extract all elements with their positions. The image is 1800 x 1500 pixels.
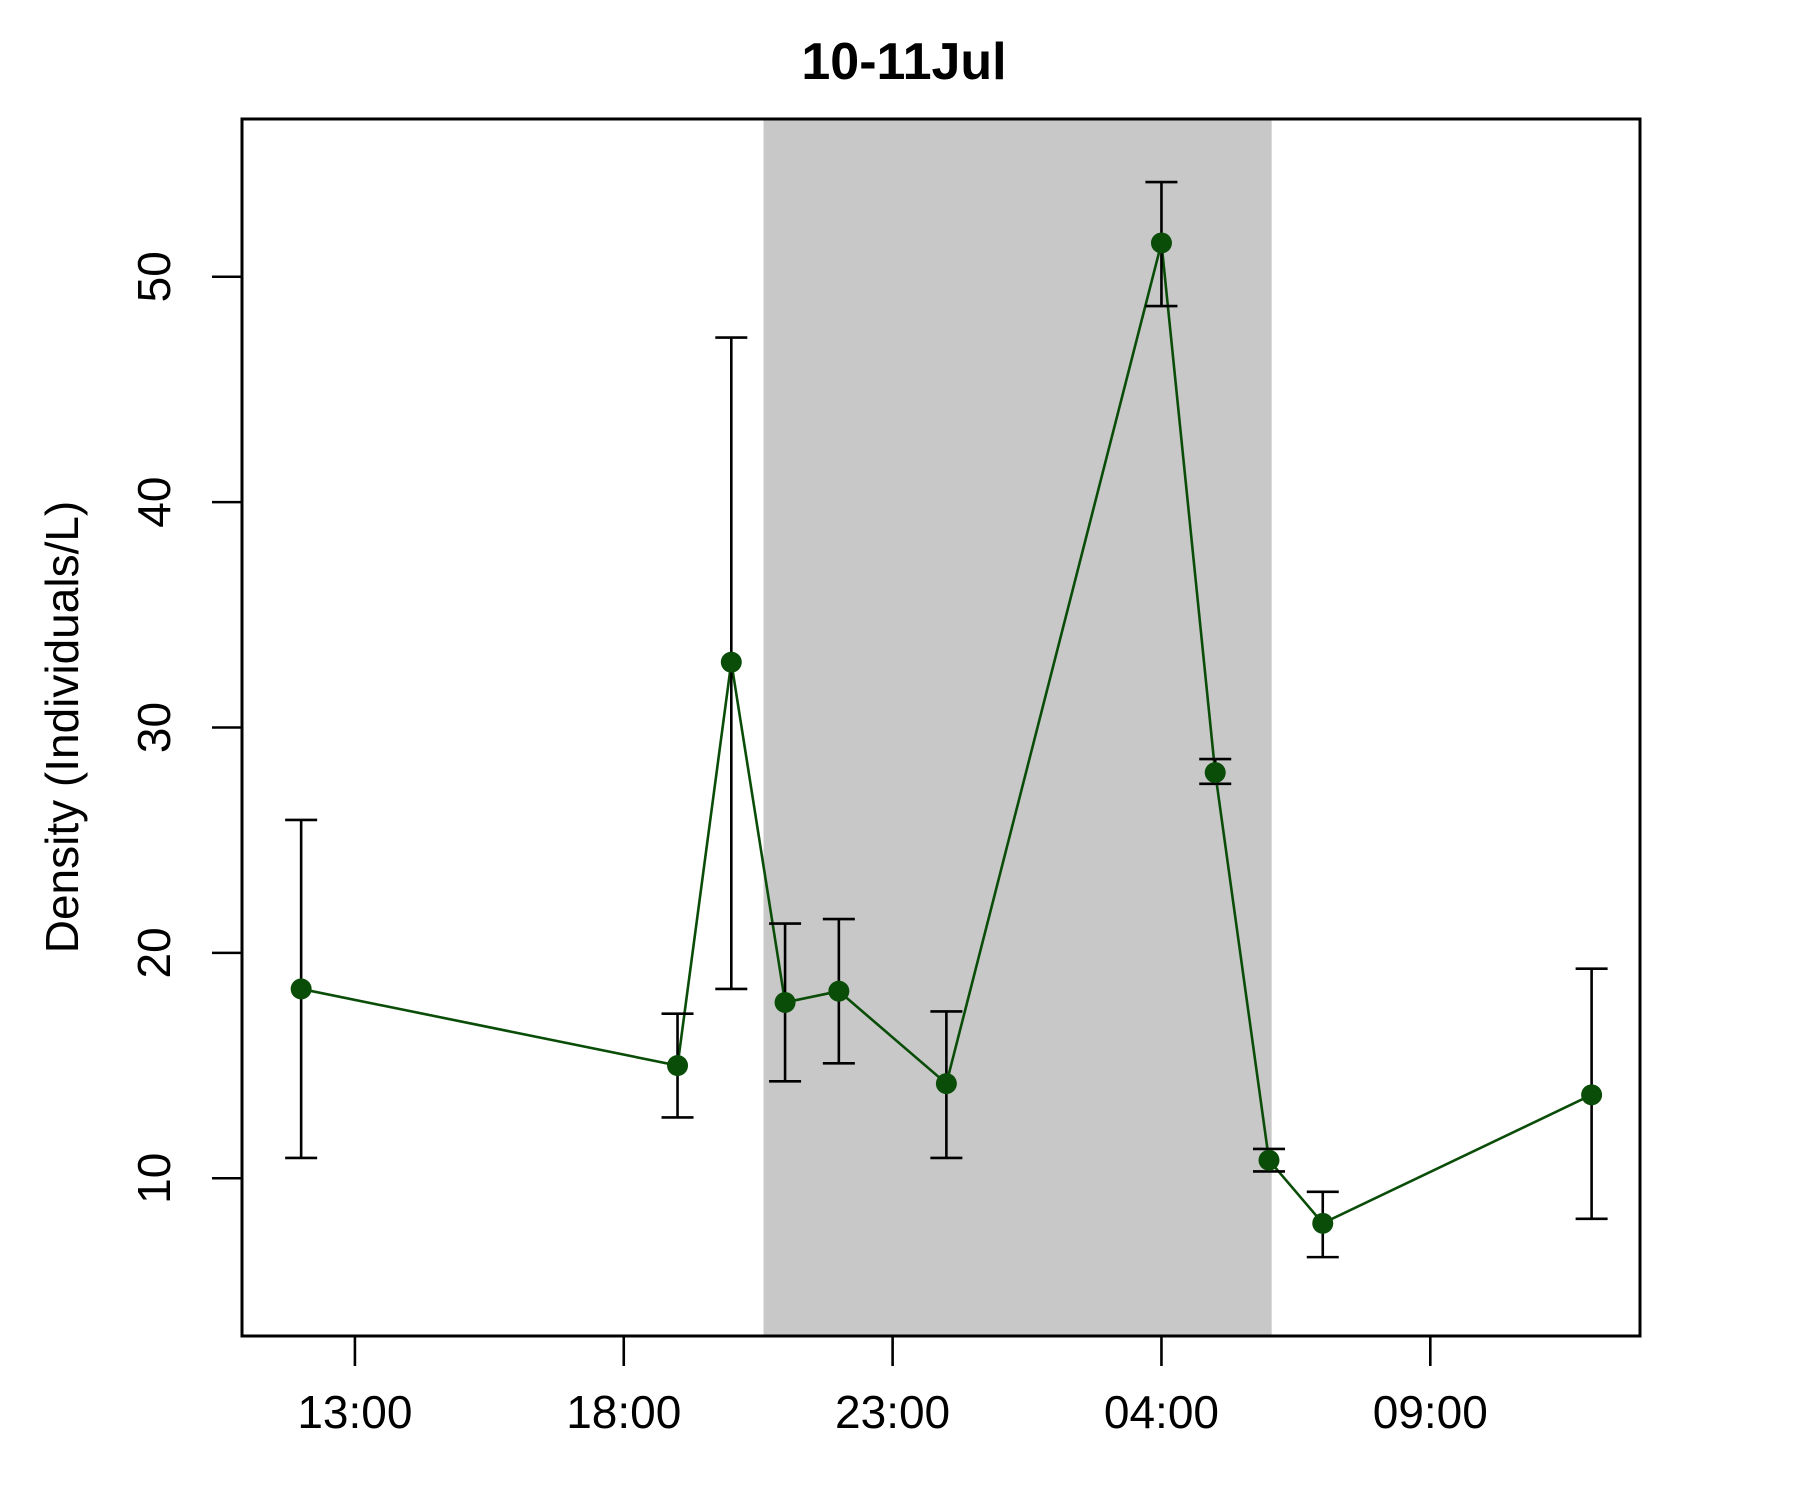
x-tick-label: 23:00 bbox=[835, 1386, 950, 1438]
y-tick-label: 20 bbox=[128, 927, 180, 978]
data-point bbox=[1150, 232, 1172, 254]
data-point bbox=[667, 1055, 689, 1077]
data-point bbox=[774, 991, 796, 1013]
night-shading bbox=[763, 119, 1272, 1336]
x-tick-label: 18:00 bbox=[566, 1386, 681, 1438]
y-axis-title: Density (Individuals/L) bbox=[36, 501, 88, 954]
data-point bbox=[828, 980, 850, 1002]
data-point bbox=[1312, 1212, 1334, 1234]
y-tick-label: 40 bbox=[128, 477, 180, 528]
data-point bbox=[290, 978, 312, 1000]
x-tick-label: 13:00 bbox=[297, 1386, 412, 1438]
data-point bbox=[1204, 762, 1226, 784]
x-tick-label: 04:00 bbox=[1104, 1386, 1219, 1438]
y-tick-label: 10 bbox=[128, 1153, 180, 1204]
chart-title: 10-11Jul bbox=[801, 33, 1006, 91]
y-tick-label: 30 bbox=[128, 702, 180, 753]
y-tick-label: 50 bbox=[128, 251, 180, 302]
data-point bbox=[1581, 1084, 1603, 1106]
x-tick-label: 09:00 bbox=[1373, 1386, 1488, 1438]
data-point bbox=[935, 1073, 957, 1095]
data-point bbox=[720, 651, 742, 673]
data-point bbox=[1258, 1149, 1280, 1171]
plot-area: 13:00 18:00 23:00 04:00 09:00 10 20 30 40 50 bbox=[128, 117, 1642, 1438]
